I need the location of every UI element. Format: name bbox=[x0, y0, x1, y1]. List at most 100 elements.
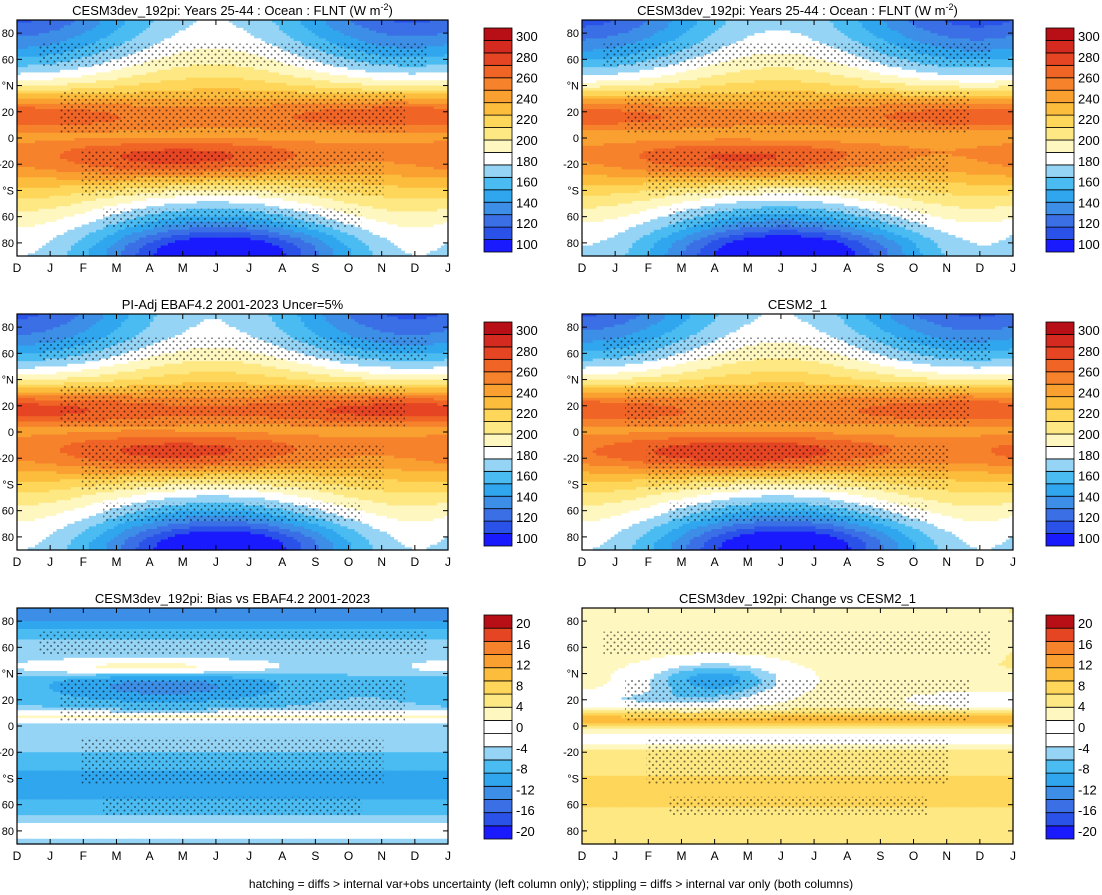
y-tick-label: 20 bbox=[567, 107, 579, 119]
colorbar-swatch bbox=[1046, 78, 1074, 90]
colorbar-label: 8 bbox=[1078, 678, 1085, 693]
colorbar-swatch bbox=[484, 78, 512, 90]
y-tick-label: 60 bbox=[2, 54, 14, 66]
colorbar-swatch bbox=[1046, 681, 1074, 694]
panel-title: CESM3dev_192pi: Years 25-44 : Ocean : FL… bbox=[72, 2, 393, 18]
colorbar-swatch bbox=[484, 773, 512, 786]
y-tick-label: 80 bbox=[567, 532, 579, 544]
x-tick-label: M bbox=[743, 849, 753, 863]
x-tick-label: A bbox=[146, 555, 154, 569]
colorbar-swatch bbox=[484, 359, 512, 371]
y-tick-label: -20 bbox=[563, 453, 579, 465]
colorbar-swatch bbox=[1046, 40, 1074, 52]
colorbar-swatch bbox=[1046, 471, 1074, 483]
x-tick-label: J bbox=[1010, 849, 1016, 863]
panel-5: DJFMAMJJASONDJ8060°N200-20°S6080CESM3dev… bbox=[0, 591, 451, 863]
colorbar-label: 160 bbox=[1078, 175, 1100, 190]
colorbar-swatch bbox=[1046, 347, 1074, 359]
colorbar-swatch bbox=[484, 496, 512, 508]
colorbar-label: 240 bbox=[516, 91, 538, 106]
colorbar-swatch bbox=[1046, 720, 1074, 733]
x-tick-label: N bbox=[377, 849, 386, 863]
colorbar-swatch bbox=[484, 786, 512, 799]
y-tick-label: 60 bbox=[567, 54, 579, 66]
y-tick-label: -20 bbox=[563, 747, 579, 759]
x-tick-label: A bbox=[711, 261, 719, 275]
colorbar-label: 140 bbox=[516, 195, 538, 210]
colorbar-label: 220 bbox=[1078, 406, 1100, 421]
colorbar-swatch bbox=[1046, 641, 1074, 654]
colorbar-swatch bbox=[1046, 202, 1074, 214]
y-tick-label: °S bbox=[2, 479, 14, 491]
x-tick-label: J bbox=[612, 849, 618, 863]
colorbar-swatch bbox=[1046, 434, 1074, 446]
x-tick-label: O bbox=[909, 555, 918, 569]
colorbar-swatch bbox=[1046, 707, 1074, 720]
x-tick-label: A bbox=[278, 555, 286, 569]
y-tick-label: °N bbox=[567, 375, 579, 387]
x-tick-label: J bbox=[246, 849, 252, 863]
x-tick-label: F bbox=[80, 849, 87, 863]
colorbar-label: 200 bbox=[516, 133, 538, 148]
x-tick-label: J bbox=[213, 555, 219, 569]
colorbar-swatch bbox=[1046, 813, 1074, 826]
y-tick-label: -20 bbox=[0, 747, 14, 759]
x-tick-label: J bbox=[47, 555, 53, 569]
y-tick-label: °N bbox=[567, 81, 579, 93]
y-tick-label: °N bbox=[2, 669, 14, 681]
y-tick-label: 0 bbox=[8, 721, 14, 733]
x-tick-label: N bbox=[942, 849, 951, 863]
colorbar-label: 260 bbox=[516, 71, 538, 86]
colorbar-swatch bbox=[484, 322, 512, 334]
colorbar-swatch bbox=[1046, 799, 1074, 812]
colorbar-label: 12 bbox=[516, 658, 530, 673]
colorbar-swatch bbox=[1046, 615, 1074, 628]
x-tick-label: A bbox=[843, 849, 851, 863]
colorbar-swatch bbox=[484, 484, 512, 496]
colorbar-swatch bbox=[484, 53, 512, 65]
y-tick-label: -20 bbox=[0, 453, 14, 465]
y-tick-label: 60 bbox=[2, 212, 14, 224]
x-tick-label: A bbox=[843, 555, 851, 569]
colorbar-swatch bbox=[484, 128, 512, 140]
y-tick-label: 80 bbox=[2, 322, 14, 334]
colorbar-swatch bbox=[484, 509, 512, 521]
colorbar-swatch bbox=[1046, 459, 1074, 471]
colorbar-label: 4 bbox=[1078, 699, 1085, 714]
x-tick-label: A bbox=[146, 849, 154, 863]
x-tick-label: J bbox=[811, 555, 817, 569]
x-tick-label: D bbox=[411, 849, 420, 863]
x-tick-label: F bbox=[645, 555, 652, 569]
y-tick-label: 20 bbox=[567, 401, 579, 413]
y-tick-label: 80 bbox=[2, 238, 14, 250]
colorbar-label: 0 bbox=[516, 720, 523, 735]
colorbar-swatch bbox=[484, 397, 512, 409]
y-tick-label: 60 bbox=[567, 212, 579, 224]
colorbar-swatch bbox=[484, 115, 512, 127]
x-tick-label: O bbox=[344, 261, 353, 275]
colorbar-label: 240 bbox=[1078, 385, 1100, 400]
colorbar-label: -20 bbox=[516, 824, 535, 839]
x-tick-label: D bbox=[13, 849, 22, 863]
x-tick-label: F bbox=[80, 555, 87, 569]
colorbar-label: -8 bbox=[1078, 762, 1090, 777]
y-tick-label: 80 bbox=[2, 28, 14, 40]
colorbar-label: 200 bbox=[1078, 427, 1100, 442]
x-tick-label: M bbox=[676, 555, 686, 569]
x-tick-label: J bbox=[246, 261, 252, 275]
x-tick-label: M bbox=[111, 555, 121, 569]
x-tick-label: J bbox=[612, 555, 618, 569]
colorbar-swatch bbox=[484, 720, 512, 733]
figure-footnote: hatching = diffs > internal var+obs unce… bbox=[0, 877, 1102, 891]
colorbar-swatch bbox=[484, 628, 512, 641]
colorbar-swatch bbox=[484, 694, 512, 707]
x-tick-label: N bbox=[377, 261, 386, 275]
colorbar-label: 220 bbox=[1078, 112, 1100, 127]
x-tick-label: F bbox=[645, 261, 652, 275]
colorbar-label: 20 bbox=[516, 616, 530, 631]
x-tick-label: J bbox=[1010, 261, 1016, 275]
x-tick-label: A bbox=[146, 261, 154, 275]
x-tick-label: J bbox=[445, 849, 451, 863]
